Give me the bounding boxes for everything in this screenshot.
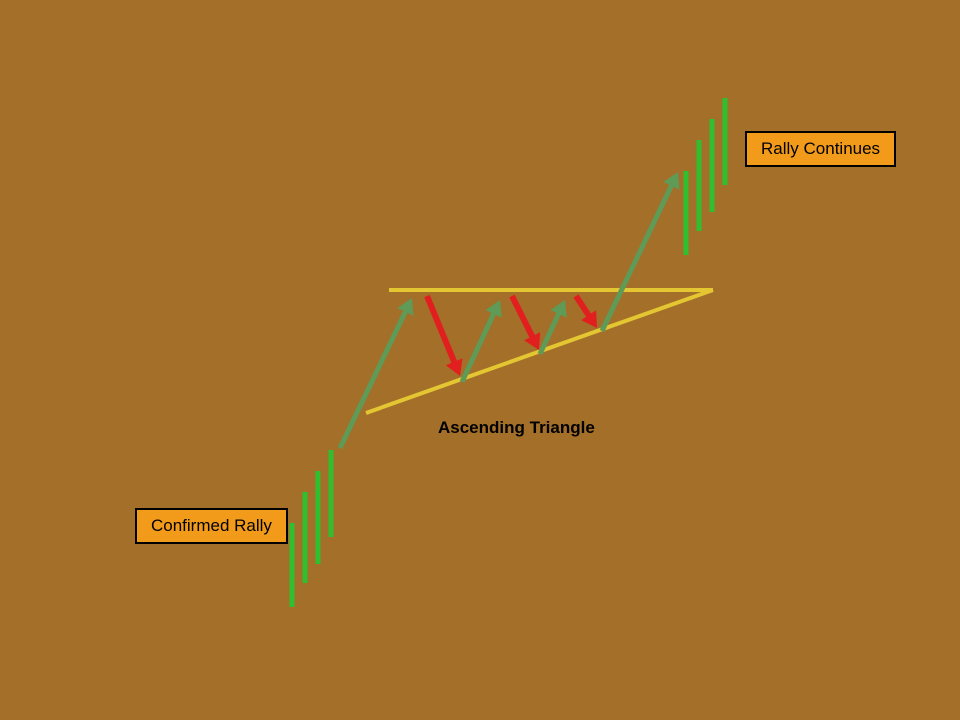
label-confirmed-rally: Confirmed Rally xyxy=(135,508,288,544)
label-rally-continues: Rally Continues xyxy=(745,131,896,167)
caption-ascending-triangle: Ascending Triangle xyxy=(438,418,595,438)
diagram-stage: Confirmed Rally Rally Continues Ascendin… xyxy=(0,0,960,720)
diagram-svg xyxy=(0,0,960,720)
